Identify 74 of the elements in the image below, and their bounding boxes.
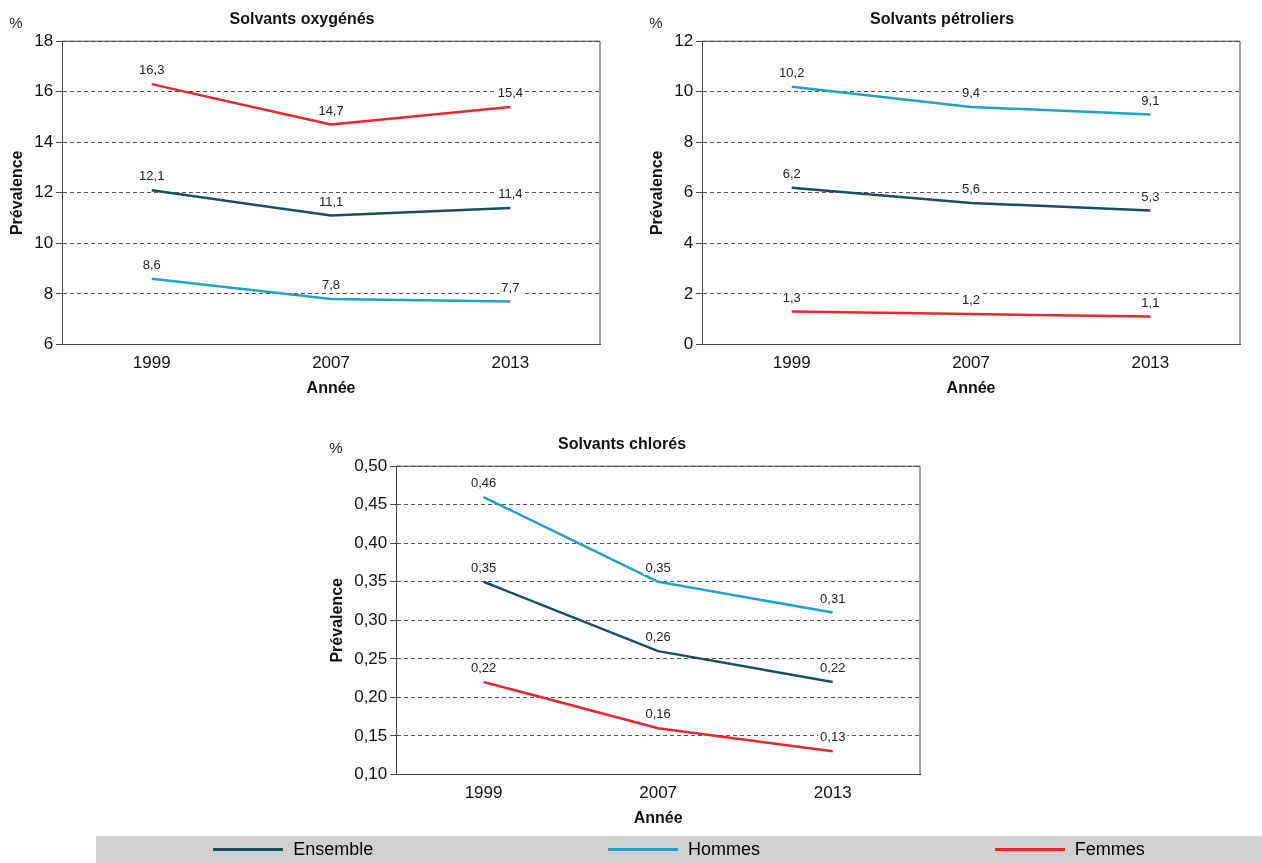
y-axis-title: Prévalence [328,577,346,663]
data-label: 12,1 [139,168,165,184]
data-label: 0,46 [470,475,497,491]
legend-label: Ensemble [293,839,374,860]
y-tick-label: 0,50 [354,455,388,475]
y-tick-label: 6 [43,334,54,354]
data-label: 15,4 [497,84,524,100]
y-tick-label: 4 [683,233,694,253]
y-tick-label: 10 [674,81,694,101]
y-tick-label: 6 [683,182,694,202]
data-label: 0,31 [820,590,846,606]
data-label: 0,22 [470,660,497,676]
legend-label: Hommes [688,839,761,860]
x-axis-title: Année [306,378,356,396]
data-label: 0,22 [820,660,846,676]
y-tick-label: 12 [34,182,54,202]
y-tick-label: 0,40 [354,532,388,552]
data-label: 0,26 [645,629,671,645]
data-label: 7,7 [501,279,520,295]
data-label: 6,2 [782,165,801,181]
x-tick-label: 1999 [464,783,503,803]
y-tick-label: 0,35 [354,571,388,591]
y-tick-label: 12 [674,30,694,50]
x-tick-label: 2013 [1131,353,1170,373]
y-tick-label: 16 [34,81,54,101]
x-axis-title: Année [633,808,683,826]
x-tick-label: 1999 [772,353,811,373]
data-label: 8,6 [142,256,161,272]
data-label: 0,16 [645,706,671,722]
data-label: 11,1 [318,193,344,209]
y-tick-label: 18 [34,30,54,50]
x-tick-label: 2007 [952,353,990,373]
text: % [649,13,663,31]
y-tick-label: 8 [683,131,694,151]
y-tick-label: 0,30 [354,609,388,629]
y-tick-label: 0,15 [354,725,388,745]
data-label: 0,13 [820,729,846,745]
y-tick-label: 0,10 [354,764,388,784]
data-label: 1,1 [1141,294,1160,310]
y-tick-label: 0,45 [354,494,388,514]
text: % [329,438,343,456]
text: % [9,13,23,31]
data-label: 5,3 [1141,188,1160,204]
y-axis-title: Prévalence [8,150,26,236]
y-tick-label: 0,20 [354,687,388,707]
x-tick-label: 2007 [639,783,678,803]
data-label: 0,35 [470,559,497,575]
chart-title: Solvants pétroliers [869,10,1015,28]
y-tick-label: 0 [683,334,694,354]
data-label: 16,3 [139,62,165,78]
y-tick-label: 0,25 [354,648,388,668]
data-label: 5,6 [962,180,981,196]
legend-label: Femmes [1074,839,1145,860]
data-label: 11,4 [498,186,523,202]
x-tick-label: 1999 [132,353,171,373]
chart-title: Solvants chlorés [557,435,687,453]
data-label: 1,2 [962,292,981,308]
data-label: 9,4 [962,84,981,100]
data-label: 14,7 [318,102,344,118]
y-tick-label: 10 [34,233,54,253]
y-tick-label: 14 [34,131,54,151]
data-label: 0,35 [645,559,671,575]
x-tick-label: 2013 [491,353,530,373]
x-tick-label: 2007 [312,353,350,373]
data-label: 7,8 [322,277,341,292]
x-tick-label: 2013 [813,783,852,803]
chart-title: Solvants oxygénés [229,10,375,28]
data-label: 10,2 [779,64,805,80]
y-tick-label: 8 [43,283,54,303]
x-axis-title: Année [946,378,996,396]
y-axis-title: Prévalence [648,150,666,236]
data-label: 1,3 [782,289,801,305]
data-label: 9,1 [1141,92,1160,108]
y-tick-label: 2 [683,283,694,303]
